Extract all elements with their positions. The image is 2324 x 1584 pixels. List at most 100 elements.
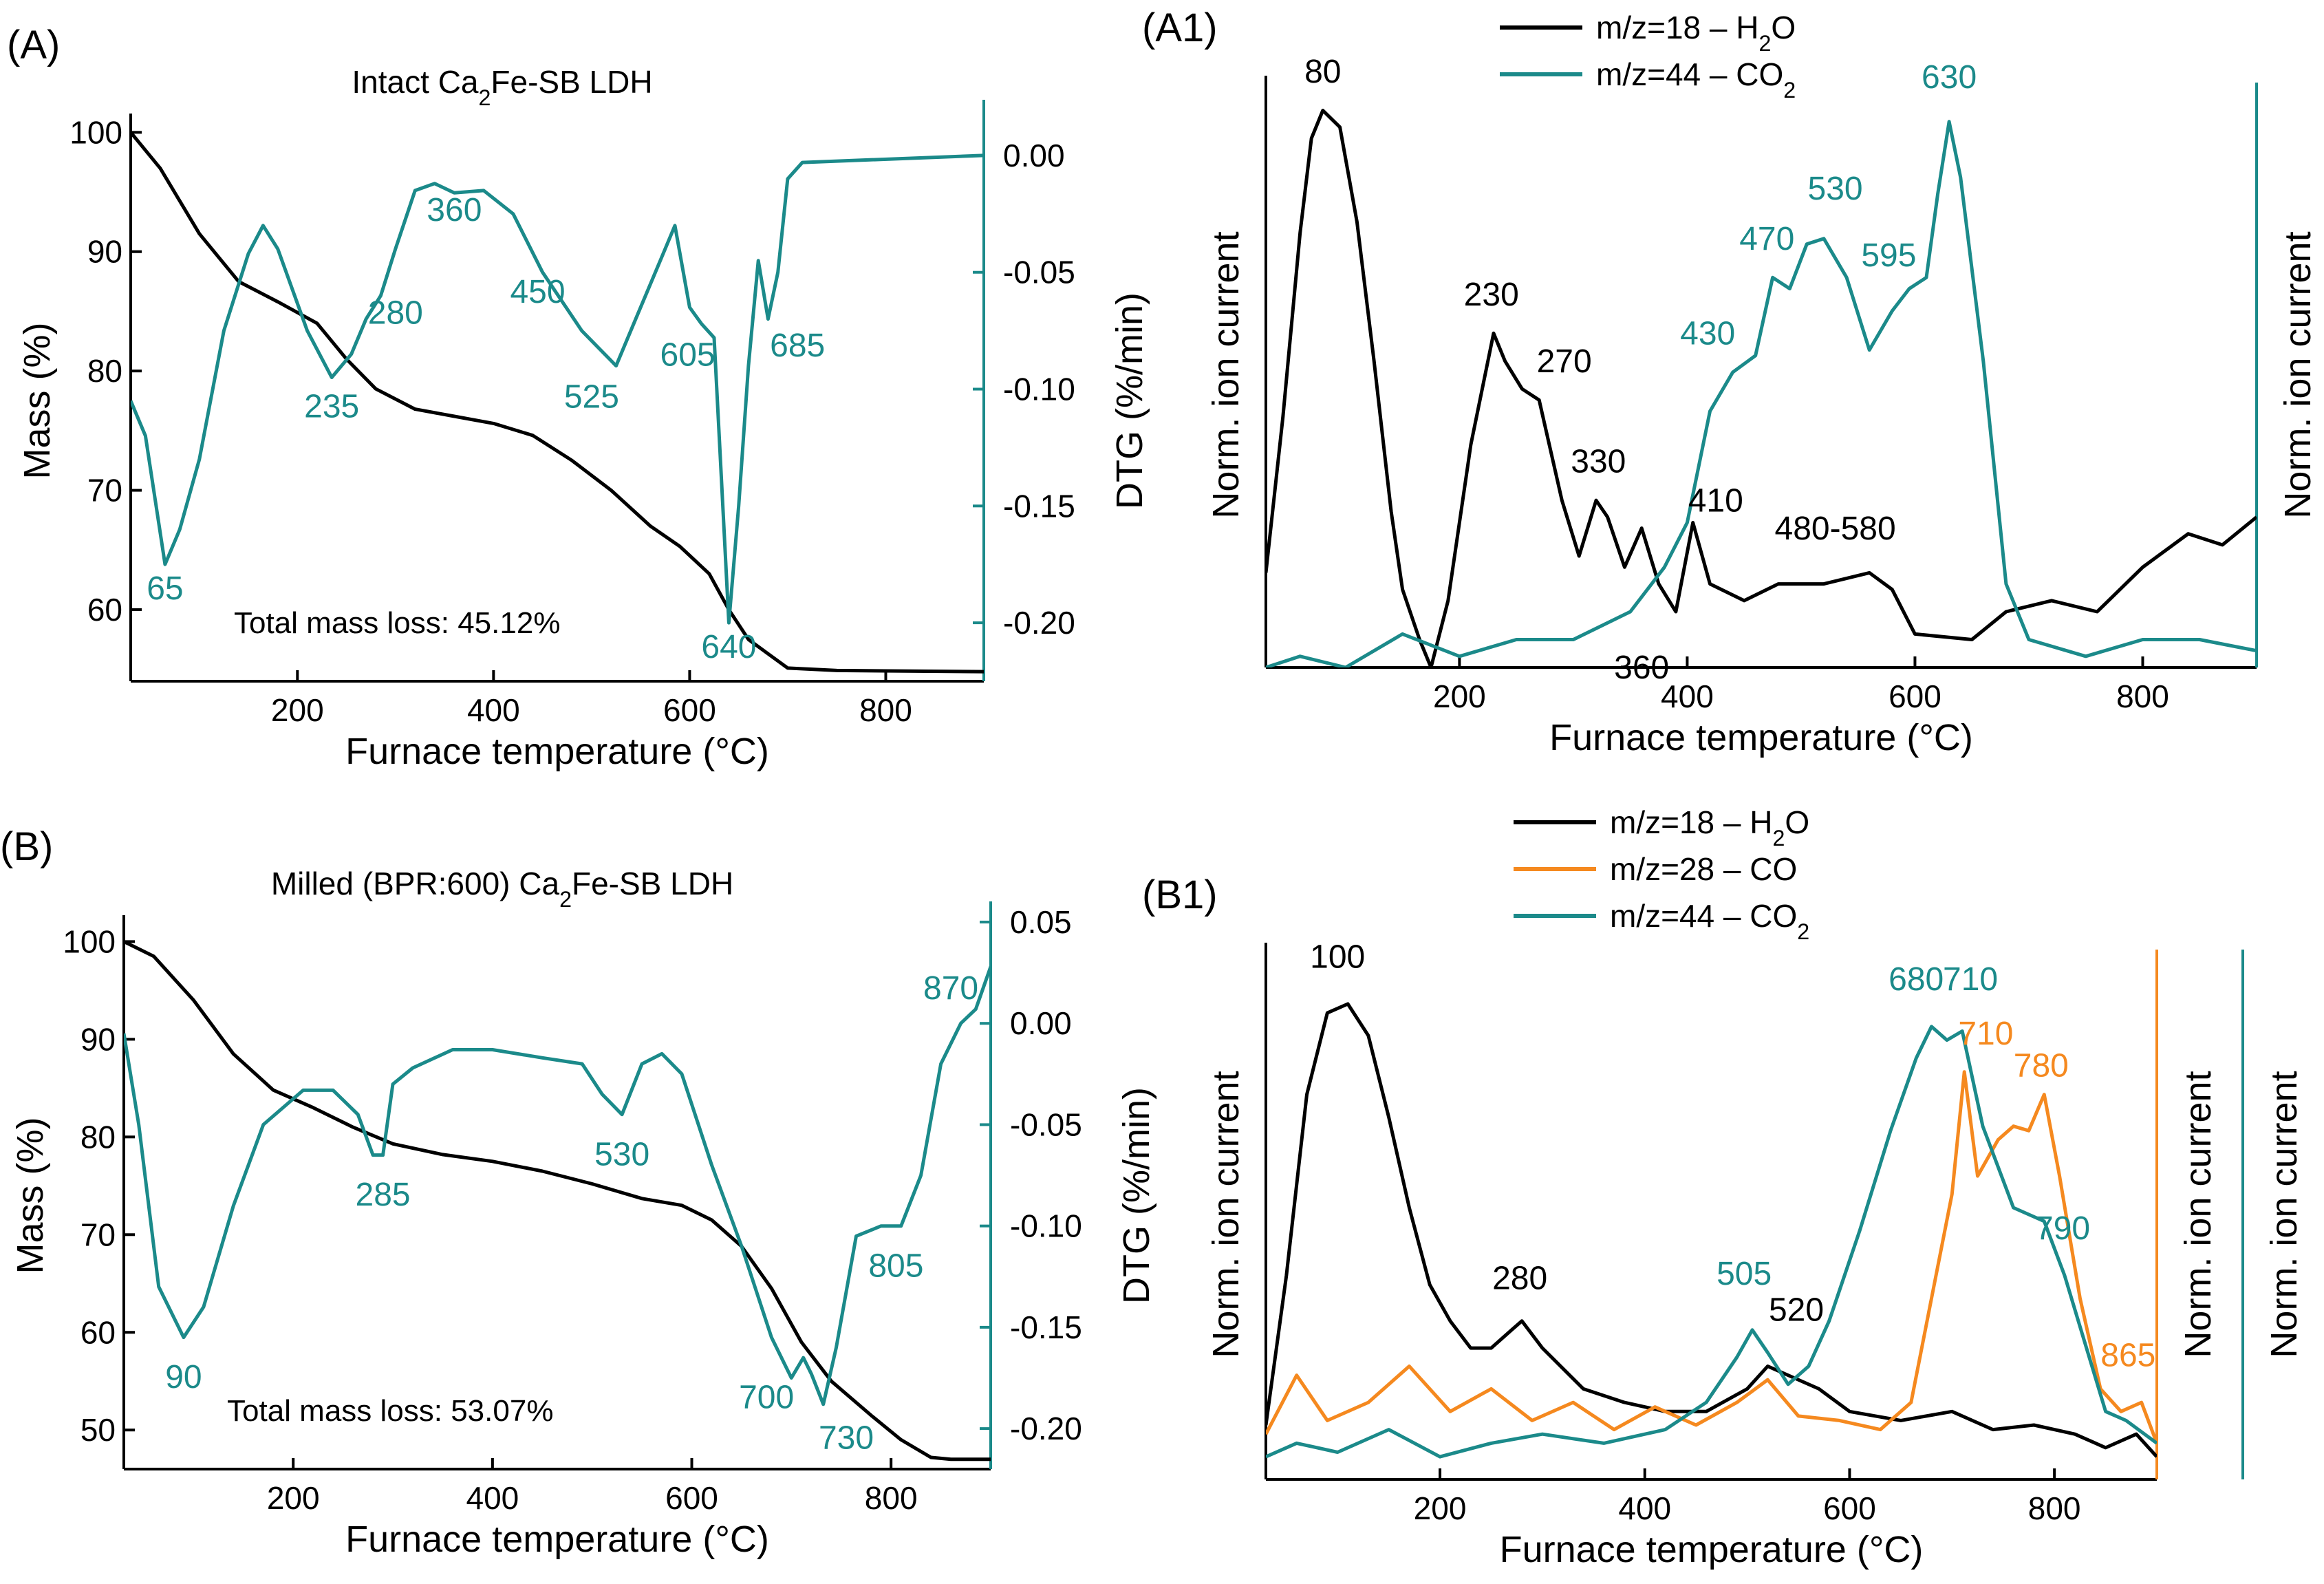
peak-label: 630: [1922, 59, 1977, 96]
chart-title: Intact Ca2Fe-SB LDH: [352, 64, 652, 110]
x-ticks: 200 400 600 800: [267, 1458, 918, 1516]
series-group: [1266, 1002, 2157, 1459]
legend-label-co: m/z=28 – CO: [1610, 851, 1797, 887]
x-tick-label: 800: [865, 1480, 918, 1516]
y-ticks-left: 50 60 70 80 90 100: [63, 923, 135, 1448]
peak-label: 865: [2100, 1337, 2155, 1373]
peak-label: 525: [564, 379, 619, 416]
y-tick-label: 60: [87, 592, 122, 628]
panel-b1: (B1) 200 400 600 800 Furnace temperature (°C)…: [1142, 804, 2305, 1570]
y-tick-label: 100: [63, 923, 116, 959]
y2-tick-label: 0.00: [1003, 138, 1065, 173]
x-tick-label: 400: [466, 1480, 519, 1516]
series-line-m-z-28-co: [1266, 1070, 2157, 1444]
peak-label: 790: [2035, 1210, 2090, 1247]
panel-label: (B): [0, 824, 53, 869]
peak-label: 780: [2014, 1047, 2069, 1084]
y-ticks-left: 60 70 80 90 100: [69, 114, 142, 628]
y-tick-label: 90: [80, 1021, 116, 1057]
y-tick-label: 80: [80, 1119, 116, 1155]
peak-label: 530: [594, 1136, 649, 1173]
y2-tick-label: -0.10: [1003, 372, 1075, 407]
mass-loss-note: Total mass loss: 45.12%: [234, 606, 560, 640]
y-tick-label: 80: [87, 353, 122, 389]
peak-label: 595: [1861, 237, 1916, 274]
panel-label: (B1): [1142, 873, 1218, 917]
y-tick-label: 70: [87, 473, 122, 509]
y2-axis-label-co: Norm. ion current: [2177, 1071, 2219, 1358]
x-tick-label: 400: [1618, 1490, 1671, 1526]
x-tick-label: 200: [1414, 1490, 1467, 1526]
y2-tick-label: -0.15: [1010, 1309, 1082, 1345]
peak-label: 235: [304, 388, 359, 425]
legend-label-co2: m/z=44 – CO2: [1596, 56, 1796, 103]
x-axis-label: Furnace temperature (°C): [1500, 1529, 1924, 1570]
annotations: 65 235 280 360 450 525 605 685 640: [147, 192, 825, 665]
y2-axis-label: DTG (%/min): [1109, 292, 1150, 509]
legend-label-co2: m/z=44 – CO2: [1610, 898, 1809, 944]
series-line-mass: [124, 940, 991, 1462]
chart-title: Milled (BPR:600) Ca2Fe-SB LDH: [271, 866, 733, 912]
y2-tick-label: -0.05: [1003, 255, 1075, 290]
x-tick-label: 600: [1889, 678, 1941, 714]
y-tick-label: 90: [87, 234, 122, 270]
series-line-mass: [131, 131, 984, 674]
x-tick-label: 200: [267, 1480, 320, 1516]
x-tick-label: 400: [1661, 678, 1714, 714]
peak-label: 280: [368, 295, 423, 331]
series-line-m-z-18-h-o: [1266, 1002, 2157, 1458]
series-group: [124, 940, 991, 1462]
peak-label: 710: [1958, 1016, 2013, 1052]
x-tick-label: 200: [271, 692, 324, 728]
y-tick-label: 50: [80, 1412, 116, 1448]
series-line-dtg: [131, 153, 984, 625]
y-axis-label: Mass (%): [17, 323, 58, 480]
x-tick-label: 200: [1433, 678, 1486, 714]
x-tick-label: 600: [1823, 1490, 1876, 1526]
peak-label: 410: [1688, 482, 1743, 519]
x-axis-label: Furnace temperature (°C): [1549, 717, 1973, 758]
peak-label: 90: [165, 1359, 202, 1395]
y2-axis-label-co2: Norm. ion current: [2277, 231, 2318, 518]
x-ticks: 200 400 600 800: [1433, 656, 2169, 714]
annotations: 90 285 530 805 870 700 730: [165, 970, 978, 1457]
peak-label: 520: [1769, 1292, 1824, 1329]
x-tick-label: 400: [467, 692, 520, 728]
x-axis-label: Furnace temperature (°C): [345, 731, 769, 772]
peak-label: 230: [1464, 277, 1519, 313]
y-axis-label: Mass (%): [10, 1117, 51, 1274]
x-ticks: 200 400 600 800: [1414, 1468, 2081, 1526]
peak-label: 605: [660, 337, 716, 374]
peak-label: 710: [1943, 961, 1998, 998]
peak-label: 360: [1614, 650, 1669, 686]
y2-tick-label: -0.15: [1003, 488, 1075, 524]
x-tick-label: 800: [859, 692, 912, 728]
peak-label: 470: [1739, 221, 1794, 257]
peak-label: 100: [1310, 939, 1365, 975]
y2-tick-label: 0.05: [1010, 904, 1072, 940]
y2-tick-label: -0.05: [1010, 1106, 1082, 1142]
panel-label: (A1): [1142, 6, 1218, 50]
peak-label: 280: [1492, 1261, 1547, 1297]
series-line-m-z-44-co-: [1266, 120, 2257, 667]
peak-label: 505: [1717, 1256, 1772, 1292]
y2-axis-label: DTG (%/min): [1116, 1087, 1157, 1304]
y-ticks-right: -0.20 -0.15 -0.10 -0.05 0.00 0.05: [980, 904, 1082, 1446]
y-tick-label: 100: [69, 114, 122, 150]
legend-label-h2o: m/z=18 – H2O: [1610, 804, 1809, 850]
peak-label: 730: [819, 1420, 874, 1457]
series-line-m-z-18-h-o: [1266, 109, 2257, 667]
peak-label: 700: [739, 1380, 794, 1416]
y2-tick-label: 0.00: [1010, 1005, 1072, 1041]
peak-label: 285: [356, 1177, 411, 1213]
panel-label: (A): [7, 23, 60, 67]
peak-label: 270: [1537, 343, 1592, 380]
annotations: 80 230 270 330 410 480-580 360 430 470 530 595 630: [1304, 54, 1977, 686]
panel-a1: (A1) 200 400 600 800 Furnace temperature (°C)…: [1142, 6, 2318, 758]
y-axis-label: Norm. ion current: [1205, 231, 1247, 518]
peak-label: 530: [1808, 171, 1863, 207]
series-group: [1266, 109, 2257, 667]
